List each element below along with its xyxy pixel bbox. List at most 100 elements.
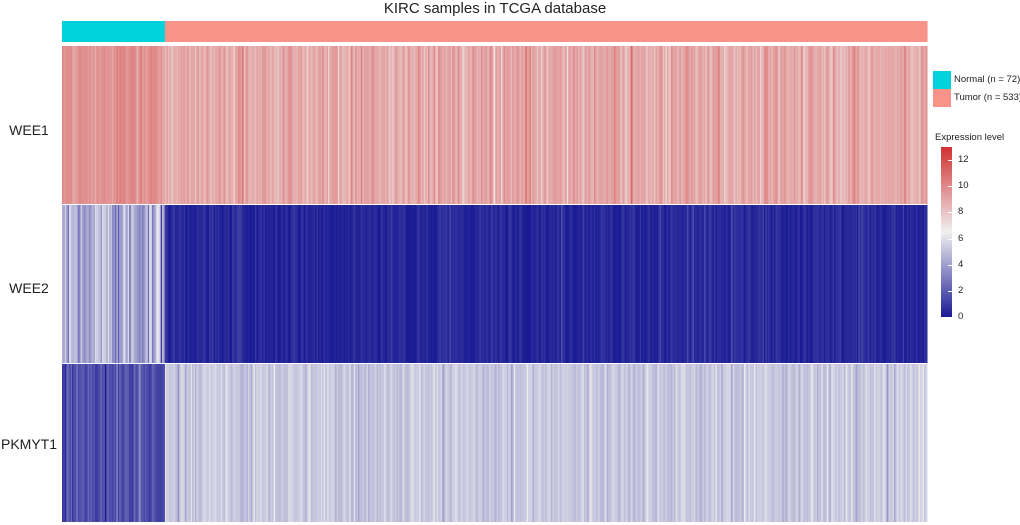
heatmap-cell-wee1	[130, 46, 133, 204]
colorbar-tick: 4	[958, 258, 964, 270]
heatmap-cell-pkmyt1	[119, 364, 122, 522]
heatmap-cell-wee2	[224, 205, 227, 363]
heatmap-cell-wee2	[409, 205, 412, 363]
heatmap-cells	[62, 46, 928, 522]
heatmap-cell-wee1	[636, 46, 639, 204]
heatmap-cell-pkmyt1	[420, 364, 423, 522]
heatmap-cell-pkmyt1	[76, 364, 79, 522]
heatmap-cell-wee1	[591, 46, 593, 204]
heatmap-cell-wee1	[842, 46, 845, 204]
heatmap-cell-wee2	[518, 205, 521, 363]
colorbar-tick-mark	[948, 186, 952, 188]
heatmap-cell-wee1	[377, 46, 380, 204]
heatmap-cell-wee1	[303, 46, 306, 204]
heatmap-cell-pkmyt1	[862, 364, 865, 522]
heatmap-cell-wee2	[363, 205, 366, 363]
heatmap-cell-wee1	[469, 46, 472, 204]
heatmap-cell-wee2	[672, 205, 675, 363]
heatmap-cell-wee2	[147, 205, 150, 363]
heatmap-cell-wee1	[599, 46, 602, 204]
heatmap-cell-wee1	[223, 46, 226, 204]
heatmap-cell-wee2	[821, 205, 824, 363]
heatmap-cell-pkmyt1	[916, 364, 919, 522]
heatmap-cell-wee1	[701, 46, 704, 204]
heatmap-cell-pkmyt1	[599, 364, 602, 522]
heatmap-cell-pkmyt1	[776, 364, 779, 522]
heatmap-cell-wee1	[392, 46, 395, 204]
heatmap-cell-pkmyt1	[272, 364, 275, 522]
heatmap-cell-pkmyt1	[222, 364, 225, 522]
heatmap-cell-wee1	[596, 46, 599, 204]
heatmap-cell-wee1	[426, 46, 429, 204]
heatmap-cell-wee2	[825, 205, 828, 363]
heatmap-cell-pkmyt1	[84, 364, 87, 522]
heatmap-cell-wee2	[269, 205, 272, 363]
heatmap-cell-wee2	[375, 205, 378, 363]
heatmap-cell-pkmyt1	[236, 364, 239, 522]
heatmap-cell-wee1	[386, 46, 389, 204]
heatmap-cell-wee2	[343, 205, 346, 363]
heatmap-cell-pkmyt1	[611, 364, 613, 522]
heatmap-cell-wee2	[126, 205, 129, 363]
heatmap-cell-pkmyt1	[526, 364, 529, 522]
heatmap-cell-wee1	[157, 46, 160, 204]
heatmap-cell-pkmyt1	[591, 364, 593, 522]
heatmap-cell-wee1	[142, 46, 144, 204]
heatmap-cell-wee2	[762, 205, 765, 363]
heatmap-cell-wee2	[756, 205, 759, 363]
heatmap-cell-wee1	[891, 46, 894, 204]
heatmap-cell-wee1	[87, 46, 90, 204]
heatmap-cell-wee2	[329, 205, 332, 363]
heatmap-cell-pkmyt1	[771, 364, 774, 522]
heatmap-cell-pkmyt1	[618, 364, 621, 522]
heatmap-cell-wee2	[488, 205, 490, 363]
heatmap-cell-wee2	[92, 205, 94, 363]
heatmap-cell-pkmyt1	[295, 364, 297, 522]
heatmap-cell-pkmyt1	[383, 364, 386, 522]
heatmap-cell-pkmyt1	[802, 364, 805, 522]
heatmap-cell-pkmyt1	[576, 364, 579, 522]
heatmap-cell-wee1	[702, 46, 705, 204]
heatmap-cell-wee2	[117, 205, 120, 363]
heatmap-cell-pkmyt1	[433, 364, 436, 522]
heatmap-cell-wee1	[332, 46, 335, 204]
heatmap-cell-wee1	[299, 46, 302, 204]
heatmap-cell-wee2	[509, 205, 512, 363]
heatmap-cell-wee2	[413, 205, 416, 363]
heatmap-cell-pkmyt1	[402, 364, 405, 522]
heatmap-cell-wee2	[106, 205, 109, 363]
heatmap-cell-wee2	[732, 205, 735, 363]
heatmap-cell-wee2	[739, 205, 742, 363]
heatmap-cell-pkmyt1	[307, 364, 310, 522]
heatmap-cell-wee1	[373, 46, 376, 204]
heatmap-cell-wee2	[583, 205, 586, 363]
heatmap-cell-wee1	[347, 46, 350, 204]
heatmap-cell-pkmyt1	[249, 364, 252, 522]
heatmap-cell-wee2	[570, 205, 573, 363]
heatmap-cell-wee2	[556, 205, 559, 363]
heatmap-cell-wee2	[428, 205, 430, 363]
heatmap-cell-pkmyt1	[635, 364, 638, 522]
heatmap-cell-pkmyt1	[655, 364, 658, 522]
heatmap-cell-wee1	[66, 46, 69, 204]
heatmap-cell-wee1	[153, 46, 156, 204]
heatmap-cell-wee1	[565, 46, 568, 204]
heatmap-cell-wee1	[180, 46, 183, 204]
heatmap-cell-pkmyt1	[902, 364, 905, 522]
heatmap-cell-pkmyt1	[569, 364, 572, 522]
heatmap-cell-wee2	[828, 205, 831, 363]
heatmap-cell-wee1	[339, 46, 342, 204]
heatmap-cell-wee1	[854, 46, 857, 204]
heatmap-cell-pkmyt1	[113, 364, 116, 522]
heatmap-cell-pkmyt1	[879, 364, 882, 522]
heatmap-cell-pkmyt1	[711, 364, 714, 522]
heatmap-cell-pkmyt1	[653, 364, 656, 522]
heatmap-cell-wee1	[919, 46, 922, 204]
heatmap-cell-wee2	[422, 205, 425, 363]
heatmap-cell-wee2	[349, 205, 352, 363]
heatmap-cell-wee2	[729, 205, 732, 363]
heatmap-cell-wee2	[623, 205, 626, 363]
heatmap-cell-wee1	[552, 46, 555, 204]
heatmap-cell-pkmyt1	[748, 364, 751, 522]
heatmap-cell-wee1	[682, 46, 685, 204]
